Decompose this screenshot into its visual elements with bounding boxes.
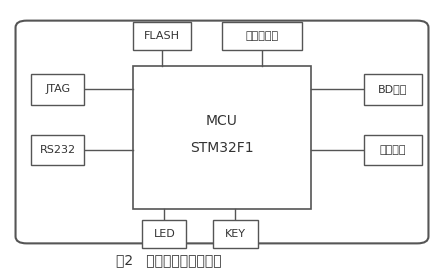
Bar bbox=[213, 220, 258, 248]
Bar bbox=[364, 74, 422, 104]
Text: JTAG: JTAG bbox=[45, 84, 70, 94]
Text: 图2   车载终端硬件设计图: 图2 车载终端硬件设计图 bbox=[116, 253, 222, 267]
FancyBboxPatch shape bbox=[16, 21, 428, 243]
Text: BD模块: BD模块 bbox=[378, 84, 408, 94]
Text: KEY: KEY bbox=[225, 229, 246, 239]
Text: STM32F1: STM32F1 bbox=[190, 142, 254, 155]
Text: LED: LED bbox=[154, 229, 175, 239]
Bar bbox=[31, 74, 84, 104]
Text: RS232: RS232 bbox=[40, 145, 76, 155]
Text: 以太网模块: 以太网模块 bbox=[246, 31, 278, 41]
Bar bbox=[133, 22, 191, 50]
Bar bbox=[133, 66, 311, 209]
Text: 电台模块: 电台模块 bbox=[380, 145, 406, 155]
Bar bbox=[142, 220, 186, 248]
Bar bbox=[364, 135, 422, 165]
Text: FLASH: FLASH bbox=[144, 31, 180, 41]
Bar bbox=[31, 135, 84, 165]
Text: MCU: MCU bbox=[206, 114, 238, 128]
Bar bbox=[222, 22, 302, 50]
